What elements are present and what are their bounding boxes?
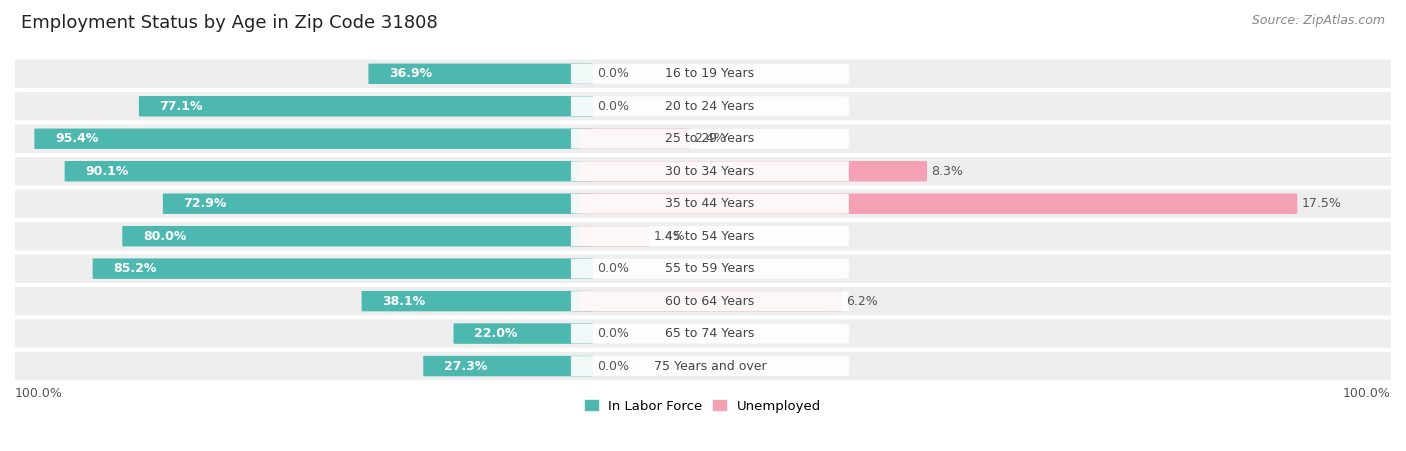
- Text: 0.0%: 0.0%: [598, 100, 628, 113]
- Text: 45 to 54 Years: 45 to 54 Years: [665, 230, 755, 243]
- Text: 60 to 64 Years: 60 to 64 Years: [665, 295, 755, 308]
- FancyBboxPatch shape: [368, 64, 593, 84]
- FancyBboxPatch shape: [65, 161, 593, 181]
- Text: 0.0%: 0.0%: [598, 359, 628, 373]
- Text: 75 Years and over: 75 Years and over: [654, 359, 766, 373]
- Text: 77.1%: 77.1%: [159, 100, 202, 113]
- Text: 30 to 34 Years: 30 to 34 Years: [665, 165, 755, 178]
- Text: 22.0%: 22.0%: [474, 327, 517, 340]
- FancyBboxPatch shape: [571, 194, 849, 214]
- FancyBboxPatch shape: [423, 356, 593, 376]
- Legend: In Labor Force, Unemployed: In Labor Force, Unemployed: [585, 400, 821, 413]
- FancyBboxPatch shape: [34, 129, 593, 149]
- FancyBboxPatch shape: [571, 324, 849, 344]
- Text: 95.4%: 95.4%: [55, 132, 98, 145]
- Text: 0.0%: 0.0%: [598, 262, 628, 275]
- Text: 25 to 29 Years: 25 to 29 Years: [665, 132, 755, 145]
- Text: 0.0%: 0.0%: [598, 327, 628, 340]
- Text: 72.9%: 72.9%: [184, 197, 226, 210]
- Text: 38.1%: 38.1%: [382, 295, 426, 308]
- Text: 35 to 44 Years: 35 to 44 Years: [665, 197, 755, 210]
- Text: 0.0%: 0.0%: [598, 67, 628, 80]
- Text: Source: ZipAtlas.com: Source: ZipAtlas.com: [1251, 14, 1385, 27]
- FancyBboxPatch shape: [571, 64, 849, 84]
- Text: 8.3%: 8.3%: [931, 165, 963, 178]
- Text: 1.4%: 1.4%: [654, 230, 685, 243]
- Text: 85.2%: 85.2%: [114, 262, 156, 275]
- Text: 100.0%: 100.0%: [1343, 387, 1391, 400]
- FancyBboxPatch shape: [579, 129, 689, 149]
- FancyBboxPatch shape: [579, 161, 927, 181]
- FancyBboxPatch shape: [139, 96, 593, 116]
- FancyBboxPatch shape: [7, 157, 1399, 185]
- FancyBboxPatch shape: [7, 287, 1399, 315]
- FancyBboxPatch shape: [163, 193, 593, 214]
- FancyBboxPatch shape: [571, 129, 849, 149]
- FancyBboxPatch shape: [7, 189, 1399, 218]
- Text: 27.3%: 27.3%: [444, 359, 488, 373]
- Text: 20 to 24 Years: 20 to 24 Years: [665, 100, 755, 113]
- FancyBboxPatch shape: [571, 97, 849, 116]
- Text: 65 to 74 Years: 65 to 74 Years: [665, 327, 755, 340]
- FancyBboxPatch shape: [571, 226, 849, 246]
- Text: 2.4%: 2.4%: [693, 132, 725, 145]
- Text: 90.1%: 90.1%: [86, 165, 129, 178]
- FancyBboxPatch shape: [7, 319, 1399, 348]
- FancyBboxPatch shape: [579, 193, 1298, 214]
- Text: 36.9%: 36.9%: [389, 67, 432, 80]
- FancyBboxPatch shape: [7, 92, 1399, 120]
- FancyBboxPatch shape: [122, 226, 593, 246]
- FancyBboxPatch shape: [579, 291, 842, 311]
- FancyBboxPatch shape: [7, 254, 1399, 283]
- Text: 16 to 19 Years: 16 to 19 Years: [665, 67, 755, 80]
- FancyBboxPatch shape: [361, 291, 593, 311]
- FancyBboxPatch shape: [571, 356, 849, 376]
- FancyBboxPatch shape: [7, 124, 1399, 153]
- Text: Employment Status by Age in Zip Code 31808: Employment Status by Age in Zip Code 318…: [21, 14, 437, 32]
- FancyBboxPatch shape: [7, 222, 1399, 250]
- FancyBboxPatch shape: [579, 226, 650, 246]
- Text: 100.0%: 100.0%: [15, 387, 63, 400]
- FancyBboxPatch shape: [454, 323, 593, 344]
- FancyBboxPatch shape: [571, 291, 849, 311]
- FancyBboxPatch shape: [7, 60, 1399, 88]
- FancyBboxPatch shape: [7, 352, 1399, 380]
- Text: 55 to 59 Years: 55 to 59 Years: [665, 262, 755, 275]
- Text: 17.5%: 17.5%: [1302, 197, 1341, 210]
- FancyBboxPatch shape: [93, 258, 593, 279]
- FancyBboxPatch shape: [571, 161, 849, 181]
- FancyBboxPatch shape: [571, 259, 849, 279]
- Text: 6.2%: 6.2%: [846, 295, 879, 308]
- Text: 80.0%: 80.0%: [143, 230, 187, 243]
